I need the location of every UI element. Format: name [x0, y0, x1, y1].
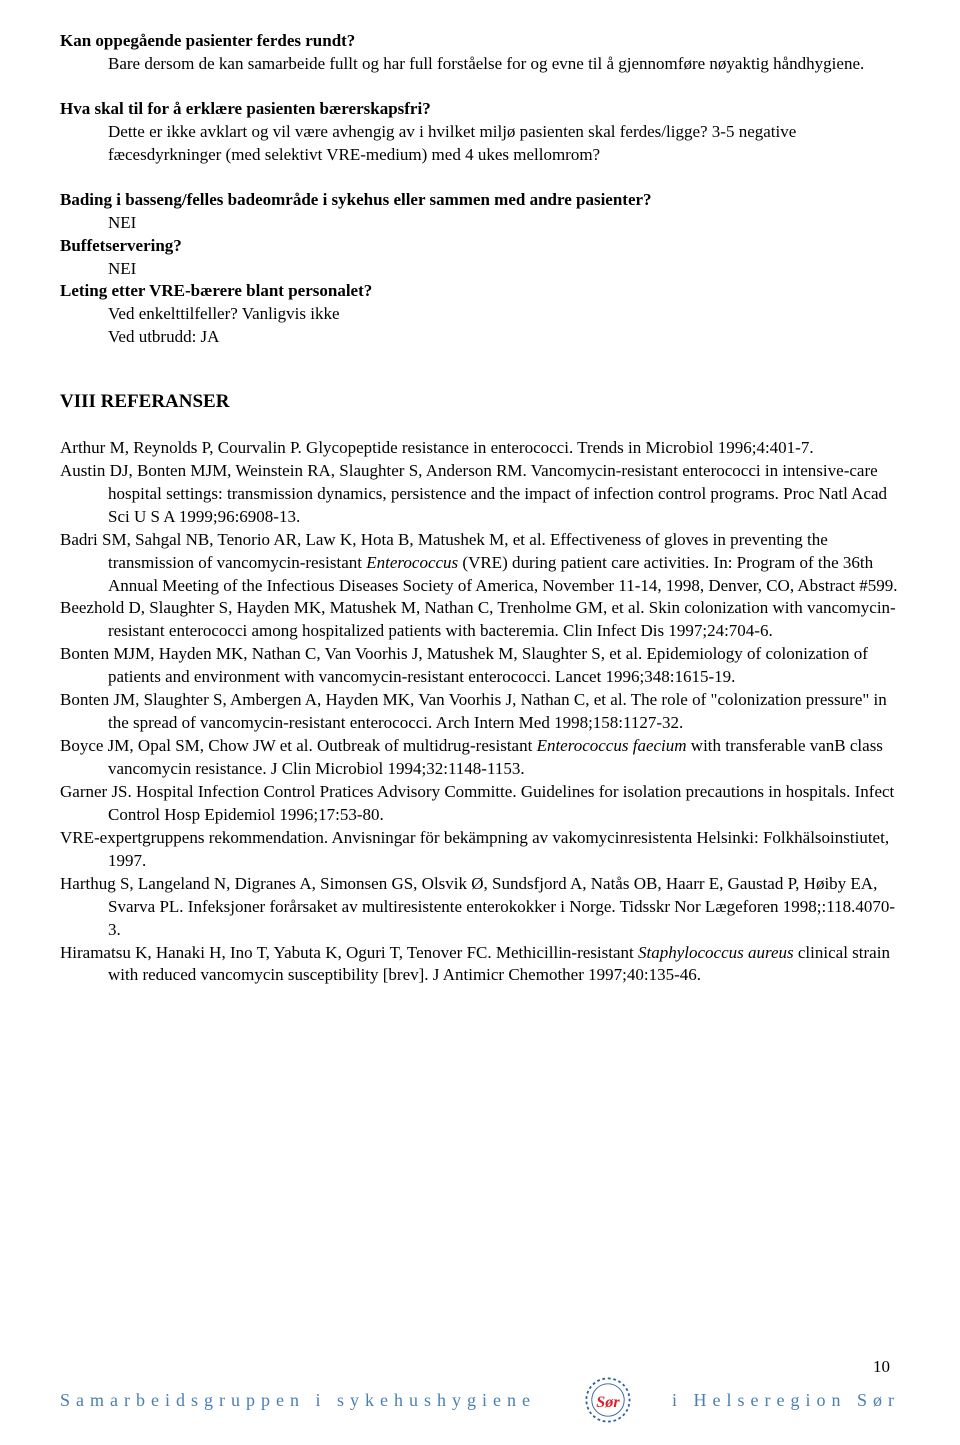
reference-10: Harthug S, Langeland N, Digranes A, Simo… [60, 873, 900, 942]
reference-7: Boyce JM, Opal SM, Chow JW et al. Outbre… [60, 735, 900, 781]
answer-5a: Ved enkelttilfeller? Vanligvis ikke [60, 303, 900, 326]
sor-logo-icon: Sør [581, 1373, 635, 1427]
answer-2: Dette er ikke avklart og vil være avheng… [60, 121, 900, 167]
reference-9: VRE-expertgruppens rekommendation. Anvis… [60, 827, 900, 873]
footer-text-right: i Helseregion Sør [672, 1390, 900, 1411]
page-footer: Samarbeidsgruppen i sykehushygiene Sør i… [0, 1373, 960, 1427]
answer-4: NEI [60, 258, 900, 281]
reference-7-italic: Enterococcus faecium [537, 736, 687, 755]
question-1: Kan oppegående pasienter ferdes rundt? [60, 30, 900, 53]
reference-8: Garner JS. Hospital Infection Control Pr… [60, 781, 900, 827]
answer-1: Bare dersom de kan samarbeide fullt og h… [60, 53, 900, 76]
reference-6: Bonten JM, Slaughter S, Ambergen A, Hayd… [60, 689, 900, 735]
reference-4: Beezhold D, Slaughter S, Hayden MK, Matu… [60, 597, 900, 643]
question-3: Bading i basseng/felles badeområde i syk… [60, 189, 900, 212]
document-body: Kan oppegående pasienter ferdes rundt? B… [60, 30, 900, 987]
reference-3-italic: Enterococcus [366, 553, 458, 572]
question-2: Hva skal til for å erklære pasienten bær… [60, 98, 900, 121]
question-5: Leting etter VRE-bærere blant personalet… [60, 280, 900, 303]
reference-3: Badri SM, Sahgal NB, Tenorio AR, Law K, … [60, 529, 900, 598]
answer-5b: Ved utbrudd: JA [60, 326, 900, 349]
answer-3: NEI [60, 212, 900, 235]
reference-11: Hiramatsu K, Hanaki H, Ino T, Yabuta K, … [60, 942, 900, 988]
footer-text-left: Samarbeidsgruppen i sykehushygiene [60, 1390, 536, 1411]
reference-11-italic: Staphylococcus aureus [638, 943, 794, 962]
footer-logo: Sør [581, 1373, 635, 1427]
reference-2: Austin DJ, Bonten MJM, Weinstein RA, Sla… [60, 460, 900, 529]
section-heading-references: VIII REFERANSER [60, 389, 900, 415]
reference-11-text-a: Hiramatsu K, Hanaki H, Ino T, Yabuta K, … [60, 943, 638, 962]
reference-1: Arthur M, Reynolds P, Courvalin P. Glyco… [60, 437, 900, 460]
reference-5: Bonten MJM, Hayden MK, Nathan C, Van Voo… [60, 643, 900, 689]
question-4: Buffetservering? [60, 235, 900, 258]
reference-7-text-a: Boyce JM, Opal SM, Chow JW et al. Outbre… [60, 736, 537, 755]
logo-brand-text: Sør [596, 1393, 620, 1411]
